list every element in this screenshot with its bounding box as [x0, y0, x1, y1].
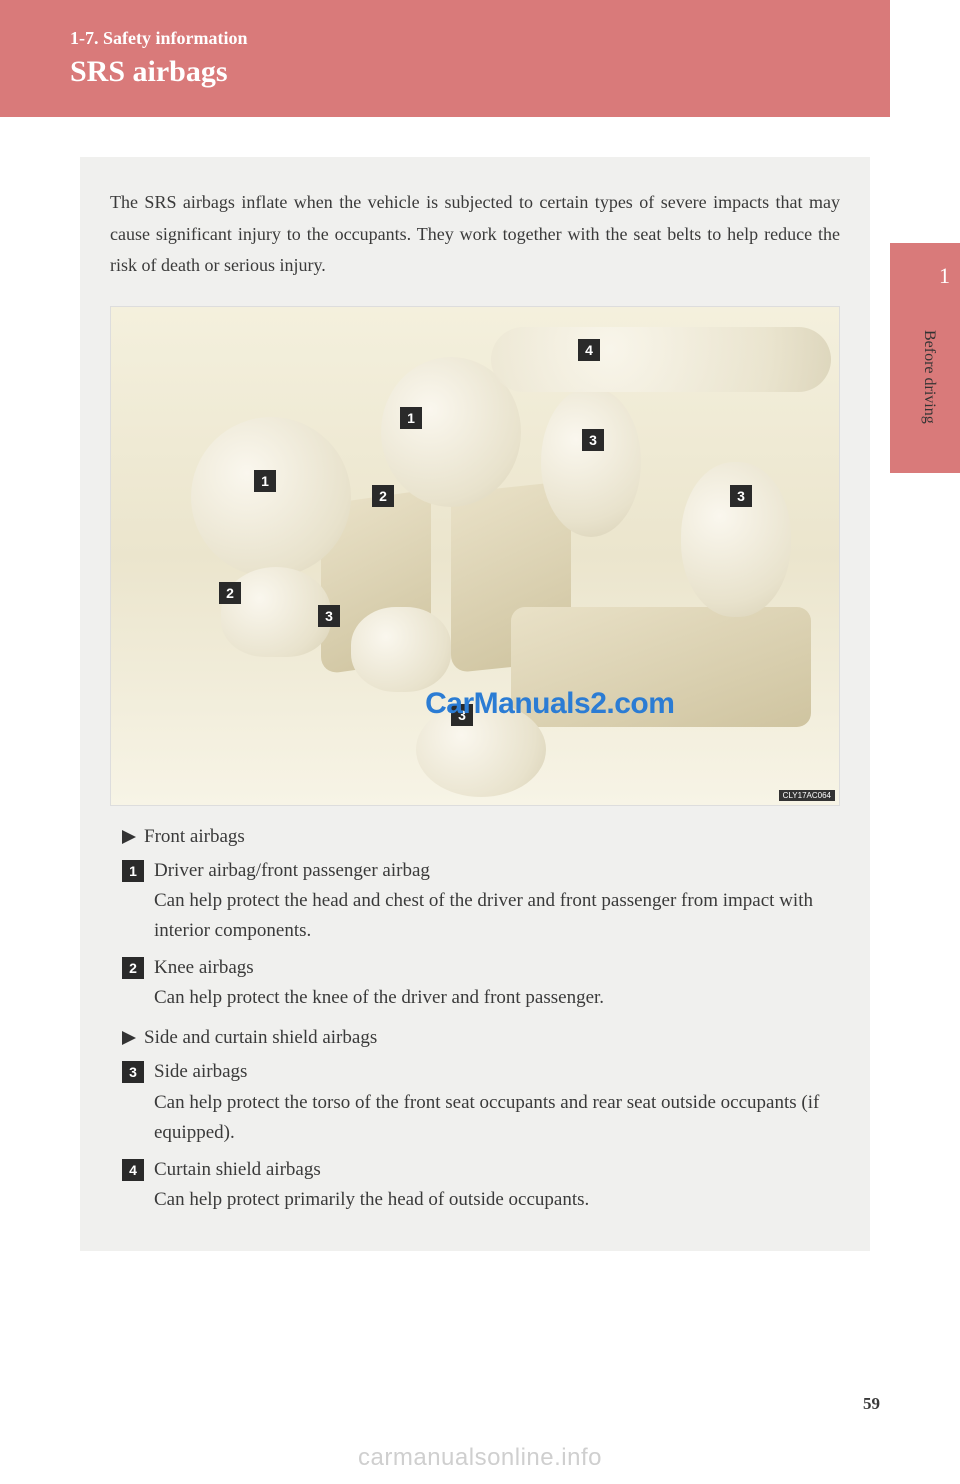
item-title: Knee airbags	[154, 953, 840, 983]
item-body: Side airbagsCan help protect the torso o…	[154, 1057, 840, 1148]
page-number: 59	[863, 1394, 880, 1414]
airbag-shape	[541, 387, 641, 537]
group-heading-text: Side and curtain shield airbags	[144, 1027, 377, 1049]
item-description: Can help protect the torso of the front …	[154, 1088, 840, 1149]
list-item: 3 Side airbagsCan help protect the torso …	[122, 1057, 840, 1148]
group-heading: Front airbags	[122, 826, 840, 848]
item-title: Curtain shield airbags	[154, 1155, 840, 1185]
group-heading: Side and curtain shield airbags	[122, 1027, 840, 1049]
item-marker: 3	[122, 1061, 144, 1083]
intro-paragraph: The SRS airbags inflate when the vehicle…	[110, 187, 840, 282]
item-marker: 4	[122, 1159, 144, 1181]
diagram-marker: 1	[254, 470, 276, 492]
diagram-watermark: CarManuals2.com	[425, 687, 674, 721]
item-title: Driver airbag/front passenger airbag	[154, 856, 840, 886]
airbag-shape	[491, 327, 831, 392]
triangle-icon	[122, 1031, 136, 1045]
diagram-marker: 2	[372, 485, 394, 507]
footer-watermark: carmanualsonline.info	[358, 1444, 602, 1472]
list-item: 1 Driver airbag/front passenger airbagCan…	[122, 856, 840, 947]
airbag-shape	[351, 607, 451, 692]
diagram-marker: 4	[578, 339, 600, 361]
airbag-diagram: 413123233 CarManuals2.com CLY17AC064	[110, 306, 840, 806]
list-item: 4 Curtain shield airbagsCan help protect …	[122, 1155, 840, 1216]
airbag-shape	[191, 417, 351, 577]
item-title: Side airbags	[154, 1057, 840, 1087]
list-item: 2 Knee airbagsCan help protect the knee o…	[122, 953, 840, 1014]
diagram-marker: 3	[730, 485, 752, 507]
item-body: Driver airbag/front passenger airbagCan …	[154, 856, 840, 947]
tab-label: Before driving	[920, 330, 938, 424]
item-description: Can help protect the knee of the driver …	[154, 983, 840, 1013]
side-tab-number-wrap: 1	[939, 263, 950, 289]
content-box: The SRS airbags inflate when the vehicle…	[80, 157, 870, 1251]
header-bar: 1-7. Safety information SRS airbags	[0, 0, 890, 117]
group-heading-text: Front airbags	[144, 826, 245, 848]
diagram-marker: 2	[219, 582, 241, 604]
airbag-shape	[221, 567, 331, 657]
diagram-marker: 1	[400, 407, 422, 429]
diagram-marker: 3	[318, 605, 340, 627]
tab-number: 1	[939, 263, 950, 289]
item-description: Can help protect primarily the head of o…	[154, 1185, 840, 1215]
item-body: Knee airbagsCan help protect the knee of…	[154, 953, 840, 1014]
groups-container: Front airbags1 Driver airbag/front passen…	[110, 826, 840, 1216]
triangle-icon	[122, 830, 136, 844]
section-label: 1-7. Safety information	[70, 28, 820, 49]
page-title: SRS airbags	[70, 55, 820, 89]
diagram-marker: 3	[582, 429, 604, 451]
item-body: Curtain shield airbagsCan help protect p…	[154, 1155, 840, 1216]
item-marker: 2	[122, 957, 144, 979]
item-marker: 1	[122, 860, 144, 882]
item-description: Can help protect the head and chest of t…	[154, 886, 840, 947]
figure-code: CLY17AC064	[779, 790, 835, 801]
